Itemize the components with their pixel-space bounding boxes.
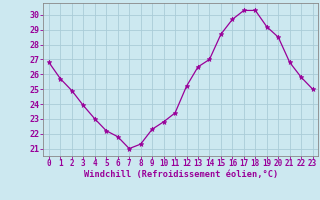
X-axis label: Windchill (Refroidissement éolien,°C): Windchill (Refroidissement éolien,°C) [84, 170, 278, 179]
